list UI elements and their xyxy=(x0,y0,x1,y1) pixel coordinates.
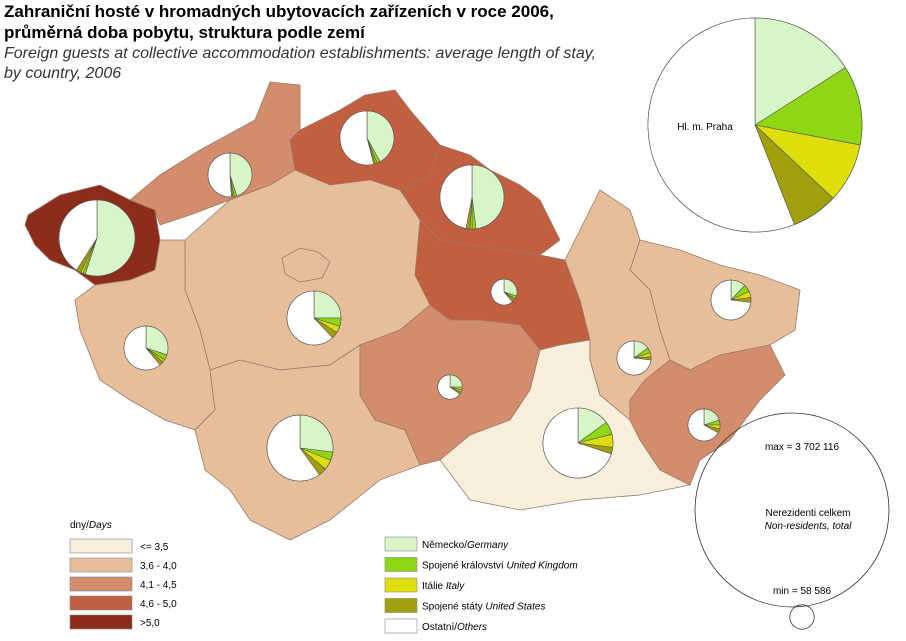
pie-slice xyxy=(687,408,719,442)
pie-slice xyxy=(471,164,505,230)
legend-swatch xyxy=(69,614,133,630)
prague-outline xyxy=(281,247,331,283)
pies: Hl. m. Praha xyxy=(58,17,863,482)
pie-slice xyxy=(207,152,232,198)
legend-title-cz: dny/ xyxy=(70,520,89,531)
pie-slice xyxy=(229,152,253,197)
legend-swatch xyxy=(384,577,418,593)
legend-label-cz: Itálie xyxy=(422,581,446,592)
legend-label-en: Italy xyxy=(446,581,465,592)
subtitle: by country, 2006 xyxy=(4,65,121,82)
size-min: min = 58 586 xyxy=(773,586,832,597)
legend-swatch xyxy=(69,557,133,573)
legend-title-en: Days xyxy=(89,520,112,531)
legend-swatch xyxy=(384,536,418,552)
pie-slice xyxy=(439,164,473,229)
pie-slice xyxy=(299,414,334,453)
pie-slice xyxy=(123,325,161,371)
legend-label: Ostatní/Others xyxy=(422,622,487,633)
pie-slice xyxy=(58,199,98,271)
legend-label: Německo/Germany xyxy=(422,540,509,551)
legend-label-en: Others xyxy=(457,622,487,633)
legend-label: 4,1 - 4,5 xyxy=(140,580,177,591)
legend-label: >5,0 xyxy=(140,618,160,629)
legend-title: dny/Days xyxy=(70,520,112,531)
pie-slice xyxy=(339,110,375,166)
legend-swatch xyxy=(69,538,133,554)
size-max: max = 3 702 116 xyxy=(765,442,839,453)
legend-label: Spojené království United Kingdom xyxy=(422,561,578,572)
pie-slice xyxy=(490,278,513,306)
size-label: Non-residents, total xyxy=(765,521,852,532)
pie-slice xyxy=(754,67,863,146)
legend-label-en: United Kingdom xyxy=(507,561,578,572)
legend-label: 4,6 - 5,0 xyxy=(140,599,177,610)
legend: <= 3,5 3,6 - 4,0 4,1 - 4,5 4,6 - 5,0 >5,0 Něm… xyxy=(69,536,578,634)
legend-swatch xyxy=(384,557,418,572)
pie-slice xyxy=(616,340,652,376)
pie-slice xyxy=(542,407,612,479)
legend-label-cz: Spojené státy xyxy=(422,602,485,613)
pie-slice xyxy=(145,325,169,356)
title: Zahraniční hosté v hromadných ubytovacíc… xyxy=(4,2,554,21)
pie-slice xyxy=(366,110,395,163)
legend-label-cz: Spojené království xyxy=(422,561,507,572)
pie-slice xyxy=(266,414,320,482)
size-max-circle xyxy=(694,412,890,608)
pie-slice xyxy=(710,279,752,321)
legend-label: Spojené státy United States xyxy=(422,602,545,613)
pie-slice xyxy=(286,290,333,346)
pie-slice xyxy=(754,17,846,126)
legend-label-en: United States xyxy=(485,602,545,613)
legend-swatch xyxy=(384,618,418,634)
legend-label-cz: Ostatní/ xyxy=(422,622,457,633)
size-label: Nerezidenti celkem xyxy=(765,508,850,519)
size-legend: max = 3 702 116 Nerezidenti celkem Non-r… xyxy=(694,412,890,630)
legend-label-cz: Německo/ xyxy=(422,540,467,551)
pie-slice xyxy=(647,17,795,233)
pie-slice xyxy=(84,199,136,277)
pie-slice xyxy=(313,290,342,319)
legend-swatch xyxy=(69,595,133,611)
legend-label-en: Germany xyxy=(467,540,509,551)
title: průměrná doba pobytu, struktura podle ze… xyxy=(4,23,366,42)
pie-slice xyxy=(437,374,461,400)
legend-swatch xyxy=(69,576,133,592)
legend-label: Itálie Italy xyxy=(422,581,465,592)
legend-swatch xyxy=(384,598,418,613)
legend-label: <= 3,5 xyxy=(140,542,169,553)
size-min-circle xyxy=(789,604,815,630)
legend-label: 3,6 - 4,0 xyxy=(140,561,177,572)
subtitle: Foreign guests at collective accommodati… xyxy=(4,45,596,62)
pie-slice xyxy=(503,278,518,297)
prague-label: Hl. m. Praha xyxy=(677,122,733,133)
